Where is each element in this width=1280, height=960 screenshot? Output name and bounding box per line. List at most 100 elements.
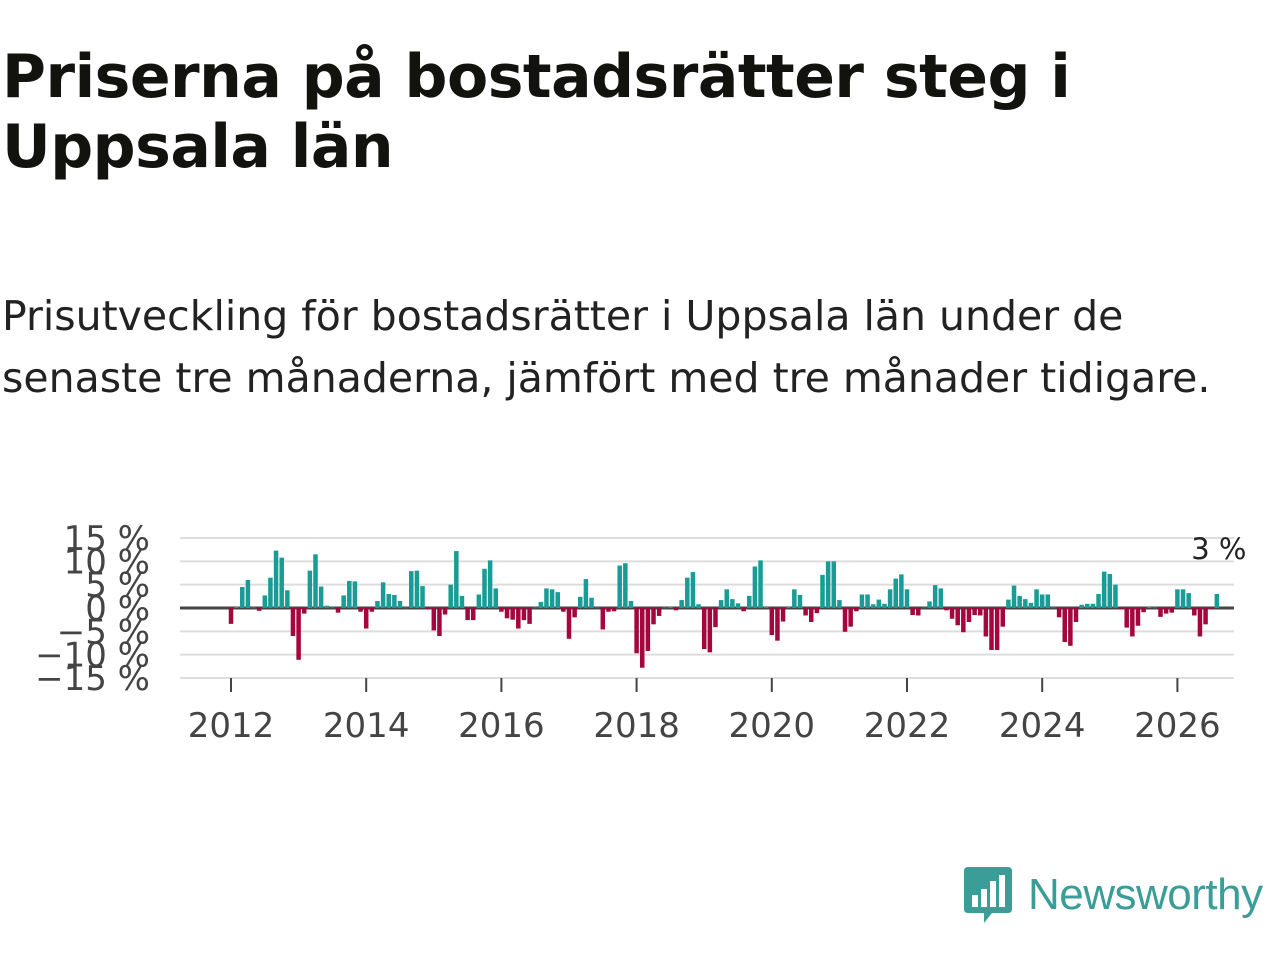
bar: [583, 579, 589, 608]
bar: [1192, 608, 1197, 616]
bar: [1023, 599, 1028, 608]
bar: [409, 571, 414, 608]
bar: [1197, 608, 1203, 637]
bar: [735, 603, 741, 608]
bar: [335, 608, 341, 613]
bar: [1034, 589, 1039, 608]
bar: [639, 608, 645, 668]
bar: [527, 608, 532, 624]
bar: [544, 588, 549, 608]
bar: [1203, 608, 1208, 625]
bar: [870, 604, 876, 608]
bar: [994, 608, 1000, 650]
y-tick-label: 10 %: [64, 542, 150, 582]
bar: [1073, 608, 1079, 622]
bar: [859, 594, 865, 608]
bar: [431, 608, 437, 631]
bar: [240, 587, 245, 608]
bar-chart-speech-icon: [964, 867, 1012, 923]
bar: [763, 607, 769, 608]
bar: [932, 585, 938, 608]
x-axis: 2012 2014 2016 2018 2020 2022 2024 2026: [188, 678, 1221, 740]
bar: [780, 608, 786, 622]
bar: [696, 604, 701, 608]
bar: [1096, 594, 1101, 608]
bar: [966, 608, 972, 622]
bar: [769, 608, 775, 636]
bar: [690, 572, 696, 608]
bar: [448, 584, 453, 608]
bar: [876, 599, 882, 608]
bar: [459, 595, 465, 608]
x-tick-label: 2020: [729, 706, 816, 740]
bar: [916, 608, 921, 616]
bar: [1006, 599, 1011, 608]
bar: [1045, 594, 1051, 608]
bar: [561, 608, 566, 612]
bar: [606, 608, 611, 612]
bar: [589, 597, 594, 608]
bar: [454, 551, 459, 608]
bar: [1017, 595, 1022, 608]
bar: [645, 608, 651, 651]
bar: [797, 594, 803, 608]
bar: [775, 608, 780, 641]
bar: [713, 608, 718, 628]
bar: [245, 580, 251, 608]
bar: [555, 592, 560, 608]
bar: [296, 608, 301, 660]
bar: [1039, 594, 1045, 608]
bar: [854, 608, 859, 612]
bar: [983, 608, 989, 637]
bar: [651, 608, 656, 625]
bar: [251, 607, 256, 609]
bar: [814, 608, 820, 614]
bar: [470, 608, 476, 621]
bar: [921, 607, 927, 609]
y-axis: 15 %10 %5 %0 %−5 %−10 %−15 %: [35, 519, 150, 699]
bar: [679, 600, 684, 608]
bar: [1079, 604, 1084, 608]
price-change-bar-chart: 15 %10 %5 %0 %−5 %−10 %−15 % 2012 2014 201…: [35, 519, 1246, 740]
bar: [707, 608, 713, 653]
bar: [1169, 608, 1175, 613]
bar: [662, 607, 668, 609]
bar: [358, 608, 363, 612]
bar: [262, 595, 268, 608]
bar: [949, 608, 955, 619]
bar: [566, 608, 572, 639]
bar: [1180, 589, 1186, 608]
bar: [944, 608, 949, 611]
bar: [1028, 602, 1034, 608]
bar: [324, 605, 330, 608]
bar: [865, 594, 870, 608]
bar: [1056, 608, 1062, 618]
annotations: 3 %: [1191, 532, 1246, 566]
bar: [848, 608, 853, 627]
bar: [268, 577, 273, 608]
bar: [1011, 585, 1017, 608]
bar: [741, 608, 746, 612]
bar: [977, 608, 983, 616]
bar: [724, 589, 729, 608]
bar: [961, 608, 966, 633]
x-tick-label: 2022: [864, 706, 951, 740]
bar: [476, 594, 482, 608]
bar: [1186, 593, 1191, 608]
bar: [313, 554, 318, 608]
bars: [228, 550, 1220, 668]
bar: [414, 570, 420, 608]
bar: [482, 568, 487, 608]
bar: [747, 595, 752, 608]
bar: [301, 608, 307, 614]
bar: [955, 608, 960, 626]
x-tick-label: 2024: [999, 706, 1086, 740]
bar: [792, 589, 797, 608]
last-value-label: 3 %: [1191, 532, 1246, 566]
bar: [1152, 607, 1158, 609]
bar: [318, 586, 324, 608]
bar: [656, 608, 662, 616]
bar: [623, 563, 628, 608]
bar: [369, 608, 375, 612]
bar: [549, 589, 555, 608]
